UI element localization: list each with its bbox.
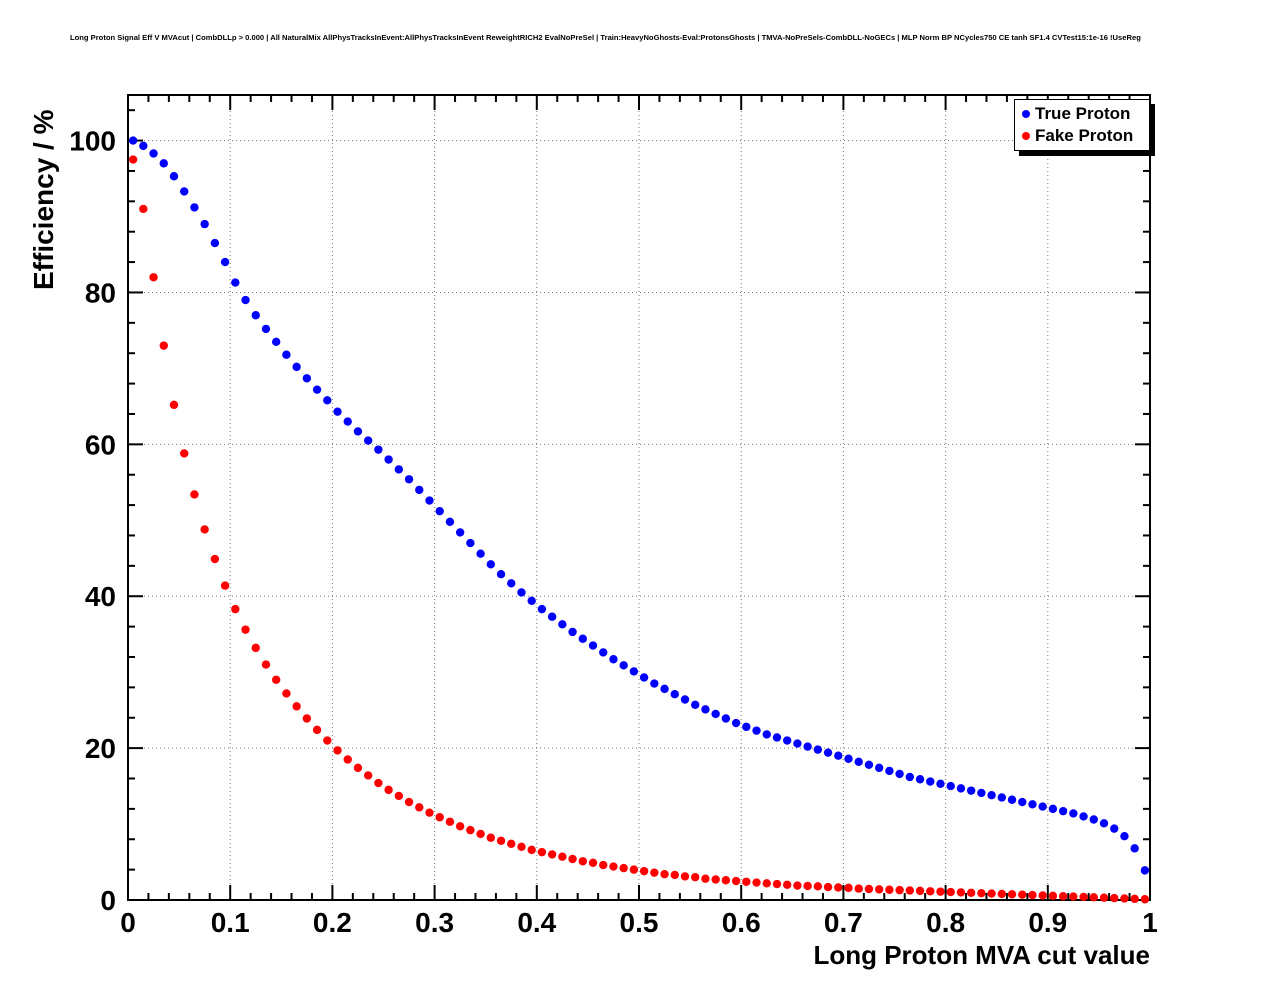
legend-label-true-proton: True Proton xyxy=(1035,104,1131,123)
svg-text:0.2: 0.2 xyxy=(313,907,352,938)
plot-title: Long Proton Signal Eff V MVAcut | CombDL… xyxy=(70,33,1141,42)
svg-text:0.8: 0.8 xyxy=(926,907,965,938)
svg-text:0.4: 0.4 xyxy=(517,907,556,938)
svg-text:100: 100 xyxy=(69,126,116,157)
data-points-fake-proton xyxy=(128,155,1150,904)
svg-text:0.9: 0.9 xyxy=(1028,907,1067,938)
svg-text:80: 80 xyxy=(85,277,116,308)
svg-text:0.1: 0.1 xyxy=(211,907,250,938)
plot-frame xyxy=(127,94,1151,901)
svg-text:0.3: 0.3 xyxy=(415,907,454,938)
x-axis-title: Long Proton MVA cut value xyxy=(813,940,1150,970)
y-tick-labels: 0 20 40 60 80 100 xyxy=(69,126,116,916)
svg-text:40: 40 xyxy=(85,581,116,612)
svg-text:0.6: 0.6 xyxy=(722,907,761,938)
svg-text:0.7: 0.7 xyxy=(824,907,863,938)
fake-proton-marker-icon xyxy=(1022,132,1030,140)
y-axis-title: Efficiency / % xyxy=(28,109,59,290)
legend-entry-fake-proton: Fake Proton xyxy=(1015,125,1149,147)
true-proton-marker-icon xyxy=(1022,110,1030,118)
grid-lines xyxy=(128,95,1150,900)
svg-text:0: 0 xyxy=(100,885,116,916)
svg-text:0.5: 0.5 xyxy=(620,907,659,938)
legend: True Proton Fake Proton xyxy=(1014,99,1150,151)
data-points-true-proton xyxy=(128,136,1150,875)
legend-label-fake-proton: Fake Proton xyxy=(1035,126,1134,145)
legend-entry-true-proton: True Proton xyxy=(1015,103,1149,125)
svg-text:1: 1 xyxy=(1142,907,1158,938)
x-tick-labels: 0 0.1 0.2 0.3 0.4 0.5 0.6 0.7 0.8 0.9 1 xyxy=(120,907,1158,938)
svg-text:60: 60 xyxy=(85,429,116,460)
svg-text:20: 20 xyxy=(85,733,116,764)
svg-text:0: 0 xyxy=(120,907,136,938)
